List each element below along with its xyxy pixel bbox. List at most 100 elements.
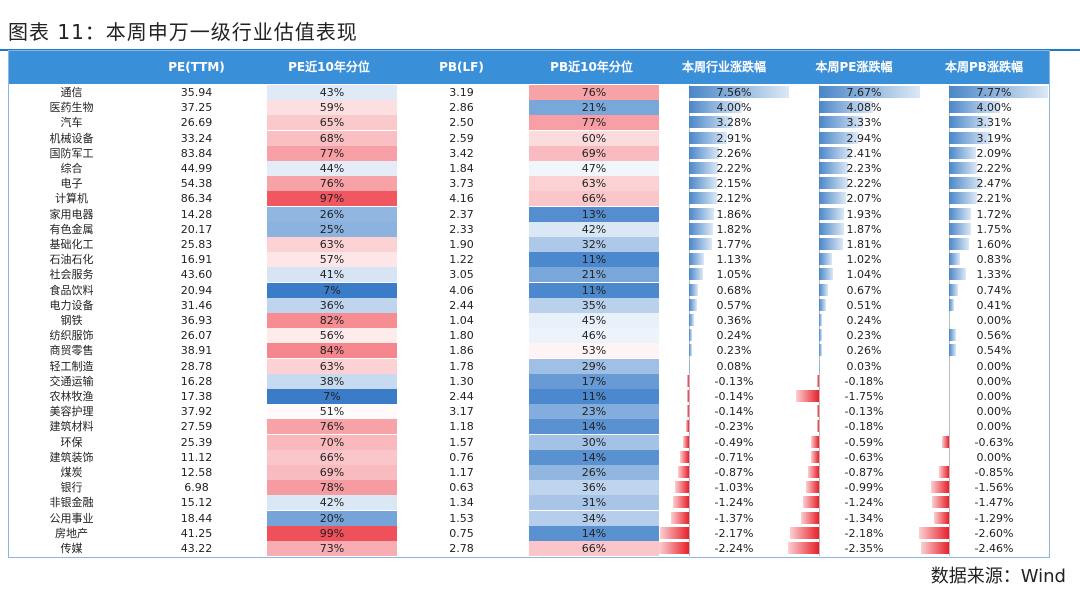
industry-change-value: 2.26% [716, 147, 752, 160]
pb-value: 1.53 [449, 512, 474, 525]
industry-change-bar [682, 436, 689, 448]
pe-change-value: 2.07% [846, 192, 882, 205]
industry-change-bar [689, 344, 693, 356]
industry-change-value: 7.56% [716, 86, 752, 99]
pe-change-bar [819, 208, 845, 220]
header-pe: PE(TTM) [168, 60, 225, 74]
industry-change-bar [689, 268, 703, 280]
pe-pct-value: 25% [319, 223, 345, 236]
industry-change-value: 0.23% [716, 344, 752, 357]
pb-change-bar [941, 436, 949, 448]
pe-value: 43.60 [180, 268, 213, 281]
pb-change-bar [949, 238, 970, 250]
pb-change-zero-axis [949, 85, 950, 557]
pb-change-value: 3.19% [976, 132, 1012, 145]
pb-change-value: -0.63% [974, 436, 1014, 449]
industry-name: 建筑材料 [49, 420, 94, 433]
industry-name: 汽车 [60, 116, 83, 129]
pb-pct-value: 42% [581, 223, 607, 236]
industry-change-value: 1.05% [716, 268, 752, 281]
pe-value: 11.12 [180, 451, 213, 464]
pe-change-bar [819, 162, 849, 174]
pe-pct-heat-cell [267, 526, 397, 541]
pb-change-value: 2.22% [976, 162, 1012, 175]
industry-change-value: 1.86% [716, 208, 752, 221]
pb-value: 3.19 [449, 86, 474, 99]
pb-change-value: 4.00% [976, 101, 1012, 114]
pe-value: 12.58 [180, 466, 213, 479]
header-pe-pct: PE近10年分位 [288, 60, 370, 74]
pb-value: 0.75 [449, 527, 474, 540]
pb-pct-heat-cell [529, 283, 659, 298]
header-pb: PB(LF) [439, 60, 484, 74]
pe-change-bar [802, 496, 819, 508]
pe-pct-heat-cell [267, 267, 397, 282]
pe-pct-heat-cell [267, 404, 397, 419]
pb-pct-value: 21% [581, 101, 607, 114]
pe-pct-value: 7% [323, 284, 341, 297]
pe-pct-value: 97% [319, 192, 345, 205]
pe-pct-heat-cell [267, 146, 397, 161]
pb-pct-value: 66% [581, 542, 607, 555]
industry-name: 国防军工 [49, 147, 94, 160]
pb-pct-value: 11% [581, 284, 607, 297]
pb-pct-heat-cell [529, 191, 659, 206]
pe-change-bar [819, 147, 851, 159]
pb-pct-heat-cell [529, 100, 659, 115]
pb-pct-heat-cell [529, 526, 659, 541]
pe-change-value: 2.22% [846, 177, 882, 190]
pe-change-value: -1.24% [844, 496, 884, 509]
pe-value: 15.12 [180, 496, 213, 509]
pb-change-value: 0.00% [976, 420, 1012, 433]
pe-pct-value: 76% [319, 420, 345, 433]
pe-pct-heat-cell [267, 115, 397, 130]
industry-change-bar [689, 299, 697, 311]
industry-name: 非银金融 [49, 496, 94, 509]
pe-change-value: 1.87% [846, 223, 882, 236]
pe-pct-value: 38% [319, 375, 345, 388]
pe-value: 83.84 [180, 147, 213, 160]
industry-change-bar [689, 223, 714, 235]
industry-change-bar [660, 527, 689, 539]
pe-pct-value: 82% [319, 314, 345, 327]
pb-pct-value: 34% [581, 512, 607, 525]
pb-change-value: -2.46% [974, 542, 1014, 555]
pb-value: 2.33 [449, 223, 474, 236]
pe-pct-heat-cell [267, 100, 397, 115]
pe-pct-value: 63% [319, 238, 345, 251]
pe-change-value: -0.13% [844, 405, 884, 418]
pb-change-value: -2.60% [974, 527, 1014, 540]
industry-name: 有色金属 [49, 223, 94, 236]
pb-change-bar [949, 253, 960, 265]
pb-change-bar [949, 116, 992, 128]
pe-change-value: 0.03% [846, 360, 882, 373]
pe-value: 18.44 [180, 512, 213, 525]
pe-pct-heat-cell [267, 313, 397, 328]
pe-pct-value: 68% [319, 132, 345, 145]
pe-value: 36.93 [180, 314, 213, 327]
pe-value: 33.24 [180, 132, 213, 145]
pb-pct-heat-cell [529, 176, 659, 191]
pb-change-bar [920, 542, 949, 554]
industry-change-bar [689, 147, 719, 159]
pe-pct-value: 65% [319, 116, 345, 129]
pb-pct-heat-cell [529, 511, 659, 526]
pb-value: 1.04 [449, 314, 474, 327]
header-pe-change: 本周PE涨跌幅 [815, 60, 893, 74]
pe-change-value: 1.81% [846, 238, 882, 251]
pe-pct-value: 76% [319, 177, 345, 190]
pe-pct-value: 59% [319, 101, 345, 114]
pb-change-bar [949, 344, 956, 356]
pb-pct-value: 13% [581, 208, 607, 221]
industry-name: 公用事业 [49, 512, 94, 525]
pb-value: 1.90 [449, 238, 474, 251]
pb-value: 2.78 [449, 542, 474, 555]
pb-pct-heat-cell [529, 222, 659, 237]
pb-pct-heat-cell [529, 115, 659, 130]
industry-change-bar [672, 496, 689, 508]
industry-change-value: -1.03% [714, 481, 754, 494]
pe-change-value: 1.02% [846, 253, 882, 266]
pb-change-value: 1.33% [976, 268, 1012, 281]
pb-change-bar [949, 284, 959, 296]
pb-pct-value: 11% [581, 253, 607, 266]
